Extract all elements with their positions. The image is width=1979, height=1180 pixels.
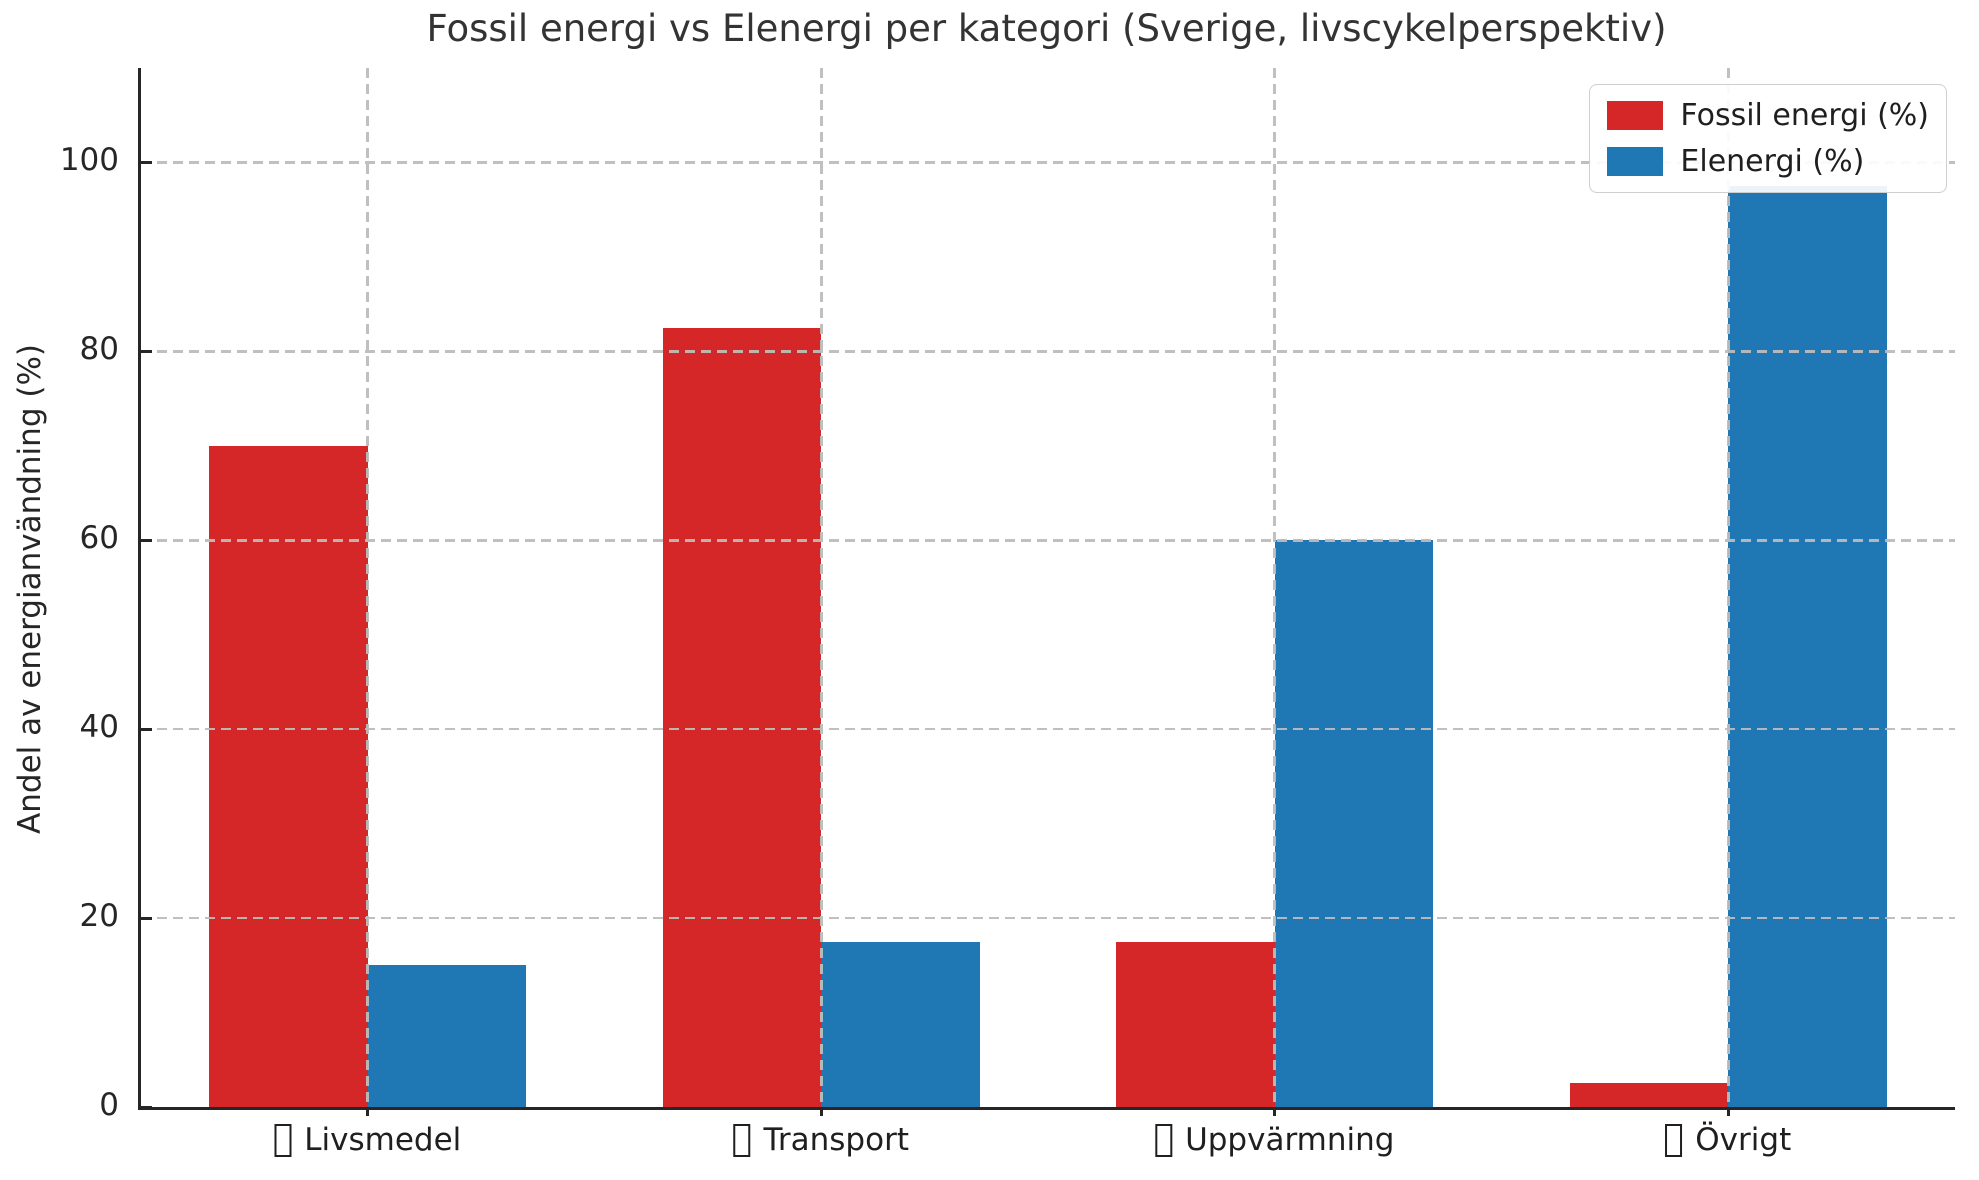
h-gridline-40 xyxy=(141,727,1955,731)
y-axis-label: Andel av energianvändning (%) xyxy=(12,344,48,834)
legend-label: Fossil energi (%) xyxy=(1680,98,1929,133)
y-tick-label-20: 20 xyxy=(79,898,119,935)
bar-el-3 xyxy=(1728,186,1887,1107)
bar-fossil-1 xyxy=(662,327,822,1107)
bar-el-2 xyxy=(1274,540,1434,1107)
y-tick-label-60: 60 xyxy=(79,520,119,557)
v-gridline-0 xyxy=(366,68,370,1107)
missing-emoji-glyph-icon xyxy=(274,1123,292,1157)
h-gridline-100 xyxy=(141,161,1955,164)
y-tick-label-80: 80 xyxy=(79,331,119,368)
category-label-text: Transport xyxy=(763,1122,909,1158)
v-gridline-1 xyxy=(819,68,823,1107)
legend-swatch-icon xyxy=(1607,101,1664,130)
category-label-text: Livsmedel xyxy=(304,1122,462,1158)
y-tick-mark-40 xyxy=(141,727,152,731)
missing-emoji-glyph-icon xyxy=(1665,1123,1683,1157)
legend-label: Elenergi (%) xyxy=(1680,144,1865,179)
y-tick-mark-0 xyxy=(141,1105,152,1109)
bar-el-0 xyxy=(367,965,527,1107)
x-tick-mark-1 xyxy=(819,1107,823,1116)
x-tick-label-1: Transport xyxy=(733,1122,909,1158)
h-gridline-60 xyxy=(141,538,1955,542)
legend: Fossil energi (%) Elenergi (%) xyxy=(1589,84,1947,193)
y-tick-label-100: 100 xyxy=(59,142,119,179)
y-tick-mark-80 xyxy=(141,349,152,353)
legend-item-1: Elenergi (%) xyxy=(1607,144,1929,179)
bar-fossil-3 xyxy=(1569,1083,1729,1107)
bar-fossil-2 xyxy=(1116,941,1275,1107)
y-tick-mark-100 xyxy=(141,160,152,164)
x-tick-mark-0 xyxy=(366,1107,370,1116)
x-tick-label-2: Uppvärmning xyxy=(1155,1123,1394,1157)
legend-swatch-icon xyxy=(1607,147,1664,176)
h-gridline-20 xyxy=(141,916,1955,920)
y-tick-mark-20 xyxy=(141,916,152,920)
bar-fossil-0 xyxy=(209,445,368,1107)
v-gridline-3 xyxy=(1726,68,1730,1107)
x-tick-mark-3 xyxy=(1726,1107,1730,1116)
missing-emoji-glyph-icon xyxy=(733,1123,751,1157)
plot-area: Fossil energi (%) Elenergi (%) 0 20 40 60 80 1… xyxy=(60,68,1955,1157)
v-gridline-2 xyxy=(1273,68,1277,1107)
chart-title: Fossil energi vs Elenergi per kategori (… xyxy=(426,7,1667,50)
y-tick-mark-60 xyxy=(141,538,152,542)
bar-el-1 xyxy=(821,941,980,1107)
category-label-text: Uppvärmning xyxy=(1185,1122,1395,1158)
x-tick-mark-2 xyxy=(1273,1107,1277,1116)
x-tick-label-0: Livsmedel xyxy=(274,1123,461,1157)
category-label-text: Övrigt xyxy=(1695,1122,1792,1158)
h-gridline-80 xyxy=(141,350,1955,353)
y-axis-label-container: Andel av energianvändning (%) xyxy=(12,68,48,1110)
y-tick-label-0: 0 xyxy=(99,1087,119,1123)
x-tick-label-3: Övrigt xyxy=(1665,1123,1791,1157)
legend-item-0: Fossil energi (%) xyxy=(1607,98,1929,133)
y-tick-label-40: 40 xyxy=(79,709,119,746)
missing-emoji-glyph-icon xyxy=(1155,1123,1173,1157)
